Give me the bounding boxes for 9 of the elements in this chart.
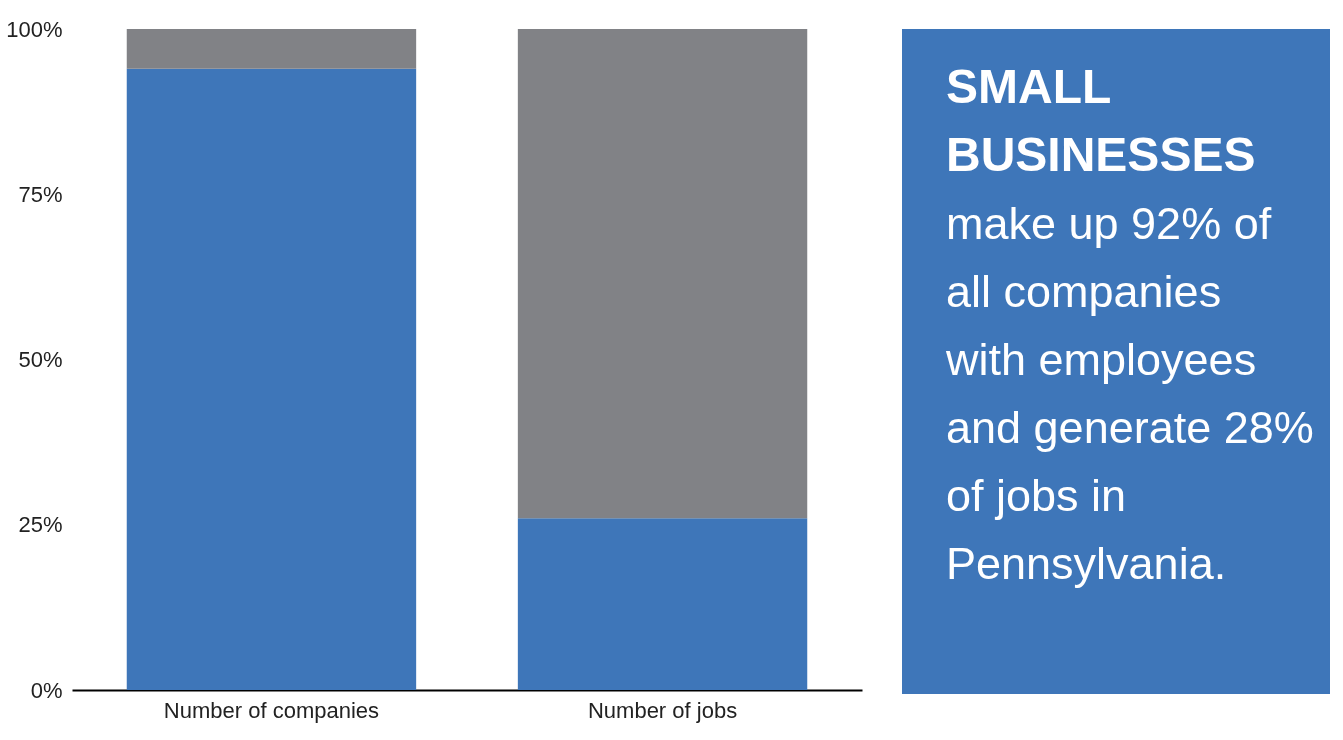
y-tick-label: 25% bbox=[18, 512, 63, 538]
y-tick-label: 0% bbox=[30, 677, 63, 703]
x-tick-label: Number of companies bbox=[163, 697, 380, 723]
text: SMALL BUSINESSES bbox=[946, 60, 1256, 181]
text: make up 92% of all companies with employees and generate 28% of jobs in Pennsylvania. bbox=[945, 198, 1314, 589]
x-tick-label: Number of jobs bbox=[587, 697, 738, 723]
y-tick-label: 100% bbox=[6, 16, 63, 42]
y-tick-label: 50% bbox=[18, 347, 63, 372]
y-tick-label: 75% bbox=[18, 181, 63, 207]
